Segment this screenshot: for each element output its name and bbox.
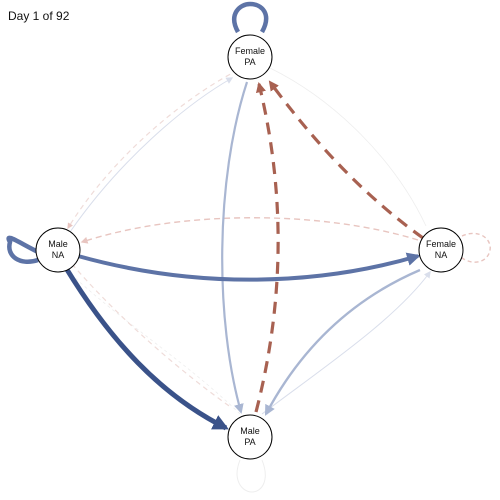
- node-male-pa-line2: PA: [244, 437, 255, 447]
- node-female-na-line2: NA: [435, 250, 448, 260]
- self-loop-male-pa: [236, 459, 266, 493]
- edge-female-pa-to-male-na-neg: [67, 69, 239, 230]
- self-loop-female-pa: [232, 1, 269, 34]
- node-male-na: Male NA: [35, 227, 81, 273]
- node-female-na-line1: Female: [426, 239, 456, 249]
- node-male-pa: Male PA: [227, 414, 273, 460]
- edge-female-pa-to-male-pa: [221, 81, 249, 414]
- edge-male-na-to-female-na: [77, 252, 421, 282]
- self-loop-female-na: [461, 232, 491, 263]
- node-male-na-line1: Male: [48, 239, 68, 249]
- edge-male-pa-to-female-pa-neg: [254, 82, 280, 413]
- node-male-pa-line1: Male: [240, 426, 260, 436]
- day-counter: Day 1 of 92: [8, 9, 70, 23]
- node-female-pa: Female PA: [227, 34, 273, 80]
- node-male-na-line2: NA: [52, 250, 65, 260]
- node-female-pa-line2: PA: [244, 57, 255, 67]
- edge-male-pa-to-male-na: [71, 274, 241, 415]
- node-female-na: Female NA: [418, 227, 464, 273]
- self-loop-male-na: [6, 235, 40, 264]
- edge-male-na-to-female-pa: [69, 77, 234, 233]
- edge-female-na-to-male-na-neg: [80, 217, 419, 244]
- node-female-pa-line1: Female: [235, 46, 265, 56]
- edge-male-na-to-male-pa-neg: [71, 263, 233, 409]
- edge-female-na-to-female-pa-neg: [268, 80, 424, 240]
- edge-female-na-to-male-pa: [264, 268, 421, 416]
- edge-male-pa-to-female-na: [261, 270, 431, 415]
- edge-male-na-to-male-pa: [63, 266, 229, 431]
- edge-female-pa-to-female-na: [269, 67, 427, 227]
